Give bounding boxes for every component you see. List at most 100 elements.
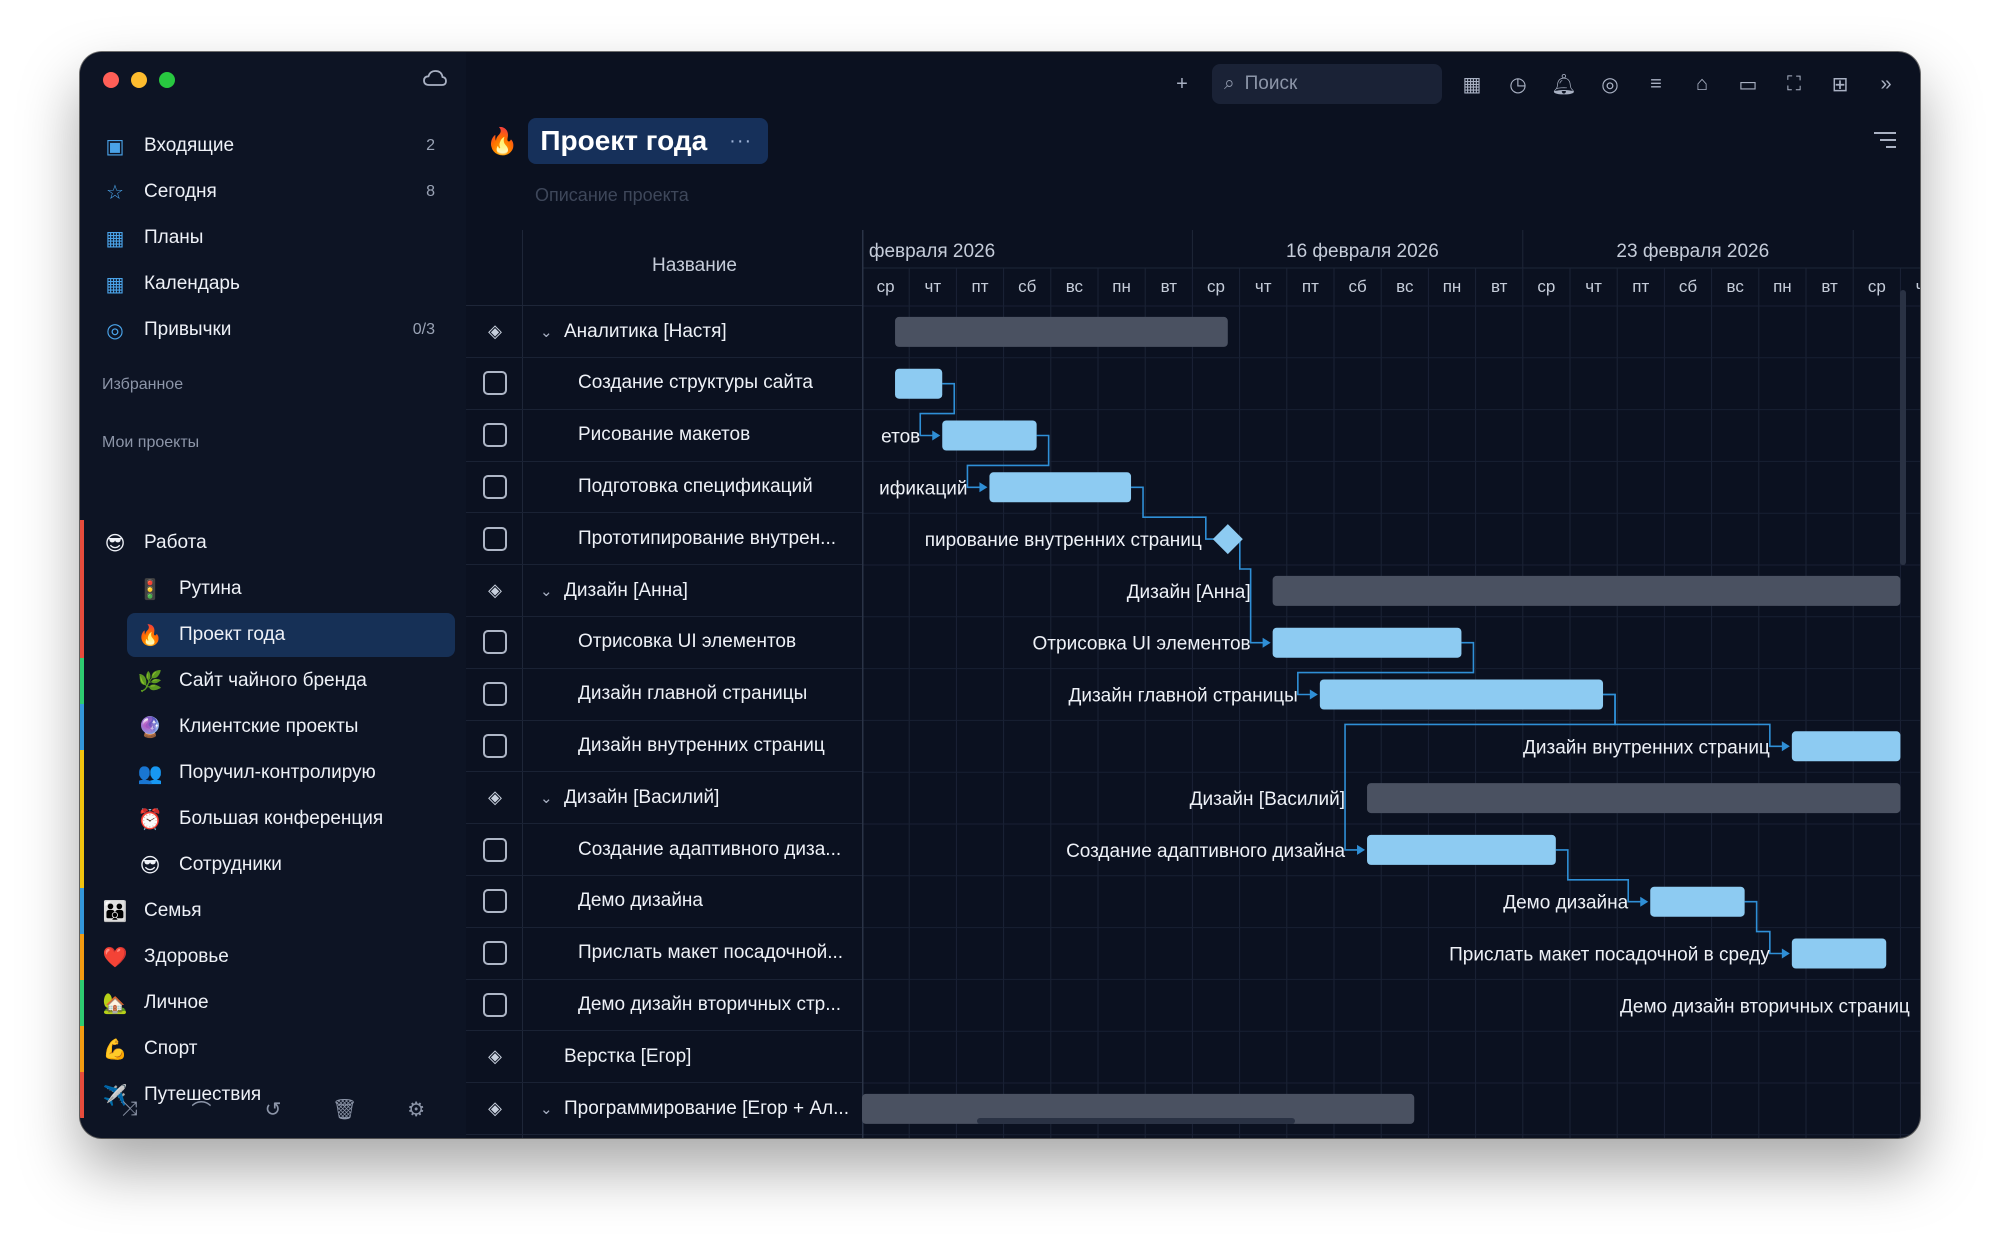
signal-icon[interactable]: ⌒ (191, 1100, 212, 1123)
table-row[interactable]: Прототипирование внутрен... (466, 513, 862, 566)
table-row[interactable]: Демо дизайна (466, 876, 862, 928)
group-layers-icon[interactable]: ◈ (488, 321, 502, 341)
table-row[interactable]: Прислать макет посадочной... (466, 928, 862, 980)
row-name[interactable]: Дизайн [Анна] (564, 579, 688, 601)
expand-icon[interactable]: » (1880, 72, 1892, 95)
add-icon[interactable]: + (1176, 72, 1188, 95)
table-row[interactable]: Демо дизайн вторичных стр... (466, 979, 862, 1032)
project-emoji[interactable]: 🔥 (486, 125, 519, 156)
task-checkbox[interactable] (483, 423, 507, 448)
history-icon[interactable]: ↺ (264, 1098, 282, 1121)
calendar-icon[interactable]: ▦ (1462, 73, 1482, 96)
row-name[interactable]: Программирование [Егор + Ал... (564, 1097, 849, 1119)
nav-item-3[interactable]: ▦ Календарь (102, 264, 447, 304)
chevron-down-icon[interactable]: ⌄ (540, 582, 553, 600)
my-projects-label[interactable]: Мои проекты (102, 434, 200, 451)
row-name[interactable]: Подготовка спецификаций (578, 475, 813, 497)
table-row[interactable]: Подготовка спецификаций (466, 461, 862, 514)
table-group-row[interactable]: ◈ ⌄ Программирование [Егор + Ал... (466, 1083, 862, 1135)
nav-label: Входящие (144, 135, 235, 156)
new-window-icon[interactable]: ⊞ (1831, 73, 1849, 96)
sidebar-project-item[interactable]: 😎 Работа (102, 521, 447, 565)
shuffle-icon[interactable]: ⤨ (121, 1097, 138, 1120)
sidebar-project-item[interactable]: 😎 Сотрудники (127, 843, 455, 887)
task-checkbox[interactable] (483, 682, 507, 707)
row-name[interactable]: Дизайн внутренних страниц (578, 734, 825, 756)
table-row[interactable]: Создание структуры сайта (466, 358, 862, 410)
row-name[interactable]: Демо дизайна (578, 890, 703, 912)
group-layers-icon[interactable]: ◈ (488, 1046, 502, 1067)
close-button[interactable] (103, 72, 119, 88)
sort-icon[interactable] (1872, 130, 1898, 150)
row-name[interactable]: Прислать макет посадочной... (578, 942, 844, 964)
sidebar-project-item[interactable]: 🔥 Проект года (127, 613, 455, 657)
sidebar-project-item[interactable]: 🔮 Клиентские проекты (127, 705, 455, 749)
sidebar-project-item[interactable]: 🚦 Рутина (127, 567, 455, 611)
task-checkbox[interactable] (483, 733, 507, 758)
task-checkbox[interactable] (483, 992, 507, 1017)
table-row[interactable]: Дизайн внутренних страниц (466, 720, 862, 773)
chevron-down-icon[interactable]: ⌄ (540, 789, 553, 807)
cloud-icon[interactable] (422, 68, 448, 90)
row-name[interactable]: Верстка [Егор] (564, 1045, 692, 1067)
bell-icon[interactable]: 🔔︎ (1551, 73, 1577, 96)
nav-item-1[interactable]: ☆ Сегодня 8 (102, 172, 447, 212)
row-name[interactable]: Рисование макетов (578, 424, 751, 446)
table-group-row[interactable]: ◈ Верстка [Егор] (466, 1031, 862, 1084)
tag-icon[interactable]: ⌂ (1695, 72, 1709, 95)
row-name[interactable]: Дизайн главной страницы (578, 683, 808, 705)
project-title[interactable]: Проект года (540, 125, 708, 156)
task-checkbox[interactable] (483, 889, 507, 914)
habits-icon[interactable]: ◎ (1601, 73, 1619, 96)
project-title-box[interactable]: Проект года ··· (528, 118, 769, 164)
row-name[interactable]: Создание структуры сайта (578, 372, 813, 394)
sidebar-project-item[interactable]: 👪 Семья (102, 889, 447, 933)
row-name[interactable]: Аналитика [Настя] (564, 320, 727, 342)
row-name[interactable]: Дизайн [Василий] (564, 786, 720, 808)
chevron-down-icon[interactable]: ⌄ (540, 323, 553, 341)
chevron-down-icon[interactable]: ⌄ (540, 1100, 553, 1118)
task-checkbox[interactable] (483, 630, 507, 655)
row-name[interactable]: Демо дизайн вторичных стр... (578, 993, 842, 1015)
sidebar-project-item[interactable]: 🌿 Сайт чайного бренда (127, 659, 455, 703)
task-checkbox[interactable] (483, 371, 507, 396)
sidebar-project-item[interactable]: 💪 Спорт (102, 1027, 447, 1071)
row-name[interactable]: Прототипирование внутрен... (578, 527, 837, 549)
row-name[interactable]: Отрисовка UI элементов (578, 631, 797, 653)
search-input[interactable]: ⌕ Поиск (1212, 64, 1442, 104)
focus-icon[interactable]: ⛶ (1787, 72, 1801, 95)
name-column-header[interactable]: Название (652, 255, 737, 276)
sidebar-project-item[interactable]: 👥 Поручил-контролирую (127, 751, 455, 795)
nav-item-4[interactable]: ◎ Привычки 0/3 (102, 310, 447, 350)
timer-icon[interactable]: ◷ (1509, 73, 1527, 96)
sidebar-project-item[interactable]: 🏡 Личное (102, 981, 447, 1025)
more-icon[interactable]: ··· (729, 129, 753, 152)
nav-item-0[interactable]: ▣ Входящие 2 (102, 126, 447, 166)
table-group-row[interactable]: ◈ ⌄ Дизайн [Анна] (466, 565, 862, 617)
table-group-row[interactable]: ◈ ⌄ Аналитика [Настя] (466, 306, 862, 358)
task-checkbox[interactable] (483, 837, 507, 862)
project-description[interactable]: Описание проекта (535, 185, 689, 205)
table-row[interactable]: Отрисовка UI элементов (466, 617, 862, 669)
table-row[interactable]: Создание адаптивного диза... (466, 824, 862, 876)
settings-icon[interactable]: ⚙ (407, 1098, 426, 1121)
group-layers-icon[interactable]: ◈ (488, 1098, 502, 1118)
trash-icon[interactable]: 🗑 (331, 1098, 358, 1121)
nav-item-2[interactable]: ▦ Планы (102, 218, 447, 258)
row-name[interactable]: Создание адаптивного диза... (578, 838, 842, 860)
group-layers-icon[interactable]: ◈ (488, 580, 502, 600)
sidebar-project-item[interactable]: ❤️ Здоровье (102, 935, 447, 979)
minimize-button[interactable] (131, 72, 147, 88)
table-row[interactable]: Дизайн главной страницы (466, 669, 862, 721)
task-checkbox[interactable] (483, 474, 507, 499)
template-icon[interactable]: ▭ (1738, 73, 1758, 96)
sidebar-project-item[interactable]: ✈️ Путешествия (102, 1073, 447, 1117)
table-group-row[interactable]: ◈ ⌄ Дизайн [Василий] (466, 772, 862, 825)
sidebar-project-item[interactable]: ⏰ Большая конференция (127, 797, 455, 841)
task-checkbox[interactable] (483, 941, 507, 966)
zoom-button[interactable] (159, 72, 175, 88)
task-checkbox[interactable] (483, 526, 507, 551)
filter-icon[interactable]: ≡ (1650, 72, 1662, 95)
group-layers-icon[interactable]: ◈ (488, 787, 502, 808)
table-row[interactable]: Рисование макетов (466, 410, 862, 462)
